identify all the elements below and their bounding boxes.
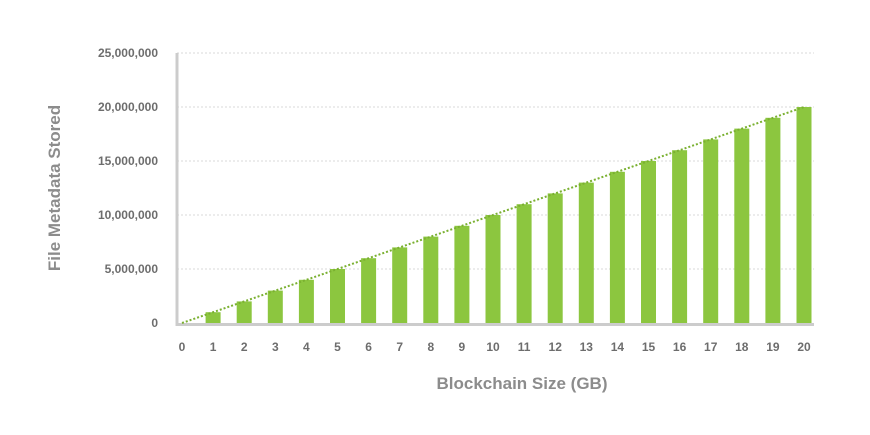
y-tick-label: 25,000,000	[98, 46, 158, 60]
x-tick-label: 3	[272, 340, 279, 354]
y-axis-title: File Metadata Stored	[45, 105, 64, 271]
x-tick-label: 9	[459, 340, 466, 354]
bar	[796, 107, 812, 323]
x-tick-label: 19	[766, 340, 780, 354]
x-tick-label: 2	[241, 340, 248, 354]
y-tick-label: 10,000,000	[98, 208, 158, 222]
x-axis-title: Blockchain Size (GB)	[437, 374, 608, 393]
x-tick-label: 6	[365, 340, 372, 354]
y-tick-labels: 0 5,000,000 10,000,000 15,000,000 20,000,000…	[98, 46, 158, 330]
bar	[454, 225, 470, 323]
bar	[485, 215, 501, 323]
x-tick-label: 15	[642, 340, 656, 354]
bar	[765, 117, 781, 323]
bar	[734, 128, 750, 323]
x-tick-label: 5	[334, 340, 341, 354]
x-tick-labels: 0 1 2 3 4 5 6 7 8 9 10 11 12 13 14 15 16 17 18 19 20	[179, 340, 811, 354]
bar	[267, 290, 283, 323]
x-tick-label: 10	[486, 340, 500, 354]
bar	[298, 279, 314, 323]
bar	[609, 171, 625, 323]
x-tick-label: 20	[797, 340, 811, 354]
bar	[330, 269, 345, 323]
bar	[547, 193, 563, 323]
bar	[236, 301, 252, 323]
bar	[641, 161, 656, 323]
trendline	[181, 106, 805, 324]
x-tick-label: 18	[735, 340, 749, 354]
bars	[205, 107, 812, 323]
bar	[516, 204, 532, 323]
bar	[392, 247, 408, 323]
x-tick-label: 14	[611, 340, 625, 354]
bar	[423, 236, 439, 323]
x-tick-label: 0	[179, 340, 186, 354]
bar	[205, 312, 221, 323]
bar	[361, 258, 377, 323]
x-tick-label: 17	[704, 340, 718, 354]
y-tick-label: 0	[151, 316, 158, 330]
bar	[703, 139, 719, 323]
bar	[578, 182, 594, 323]
y-tick-label: 20,000,000	[98, 100, 158, 114]
y-tick-label: 5,000,000	[105, 262, 159, 276]
y-tick-label: 15,000,000	[98, 154, 158, 168]
x-tick-label: 4	[303, 340, 310, 354]
bar	[672, 150, 688, 323]
x-tick-label: 7	[396, 340, 403, 354]
x-tick-label: 16	[673, 340, 687, 354]
x-tick-label: 11	[518, 340, 531, 354]
x-tick-label: 1	[210, 340, 217, 354]
x-tick-label: 8	[427, 340, 434, 354]
x-tick-label: 13	[580, 340, 594, 354]
x-tick-label: 12	[549, 340, 563, 354]
